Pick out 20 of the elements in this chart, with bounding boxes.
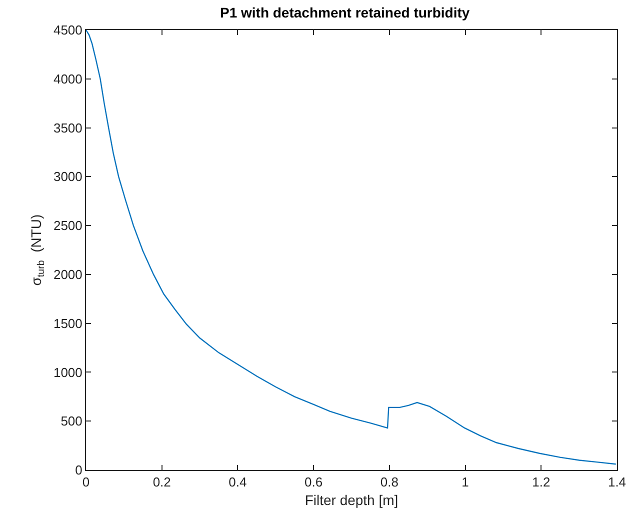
line-series (86, 30, 616, 465)
y-tick-label: 4000 (53, 71, 82, 86)
x-tick-label: 1.2 (532, 474, 550, 490)
x-tick-label: 0.2 (152, 474, 171, 490)
x-tick-label: 1 (462, 474, 469, 490)
x-axis-title: Filter depth [m] (304, 492, 398, 508)
y-tick-label: 3000 (53, 169, 82, 184)
y-tick-label: 0 (75, 462, 82, 478)
y-tick-label: 2500 (53, 218, 82, 234)
x-tick-label: 1.4 (608, 474, 626, 490)
y-tick-label: 500 (60, 414, 82, 429)
y-tick-label: 3500 (53, 120, 82, 136)
y-tick-label: 4500 (53, 22, 82, 38)
y-tick-label: 1000 (53, 364, 82, 380)
y-tick-label: 1500 (53, 316, 82, 331)
y-tick-label: 2000 (53, 266, 82, 282)
x-tick-label: 0.8 (380, 474, 398, 490)
x-tick-label: 0.4 (228, 474, 247, 490)
chart-title: P1 with detachment retained turbidity (220, 4, 470, 21)
x-tick-label: 0.6 (304, 474, 323, 490)
